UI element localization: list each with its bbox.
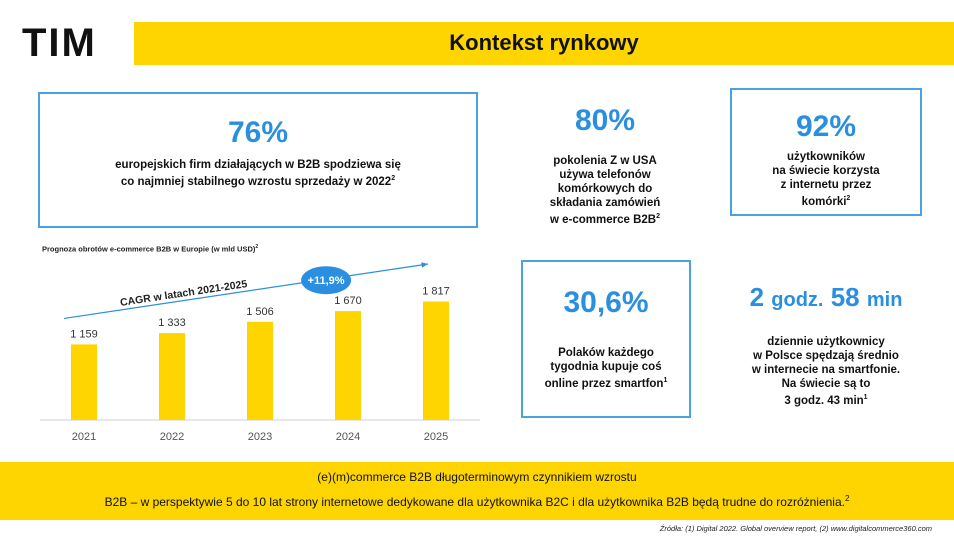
- tick-label-2023: 2023: [248, 431, 272, 443]
- tick-label-2021: 2021: [72, 431, 96, 443]
- header-bar: Kontekst rynkowy: [134, 22, 954, 65]
- stat-desc-line: co najmniej stabilnego wzrostu sprzedaży…: [120, 175, 392, 188]
- footer-bar: (e)(m)commerce B2B długoterminowym czynn…: [0, 462, 954, 520]
- stat-box-76: 76% europejskich firm działających w B2B…: [38, 92, 478, 228]
- stat-description: dziennie użytkownicy w Polsce spędzają ś…: [720, 335, 932, 408]
- stat-80: 80% pokolenia Z w USA używa telefonów ko…: [538, 104, 672, 227]
- time-minutes: 58: [830, 282, 860, 312]
- bar-2025: [423, 301, 449, 420]
- stat-box-92: 92% użytkowników na świecie korzysta z i…: [730, 88, 922, 216]
- stat-desc-line: online przez smartfon: [544, 377, 664, 390]
- stat-desc-line: z internetu przez: [780, 179, 872, 191]
- bar-2021: [71, 344, 97, 420]
- stat-desc-line: użytkowników: [787, 151, 865, 163]
- stat-description: europejskich firm działających w B2B spo…: [40, 158, 476, 189]
- cagr-value: +11,9%: [308, 275, 345, 287]
- stat-value: 30,6%: [563, 286, 649, 319]
- stat-desc-line: pokolenia Z w USA: [553, 155, 657, 167]
- stat-desc-line: w e-commerce B2B: [549, 213, 657, 226]
- cagr-arrow-line: [63, 263, 429, 320]
- stat-desc-line: tygodnia kupuje coś: [550, 361, 662, 373]
- bar-chart: 1 159 2021 1 333 2022 1 506 2023 1 670 2024 1 81…: [40, 262, 480, 443]
- stat-desc-line: na świecie korzysta: [772, 165, 880, 177]
- value-label-2021: 1 159: [70, 328, 98, 340]
- logo-text: TIM: [22, 22, 97, 62]
- stat-desc-line: Polaków każdego: [558, 347, 654, 359]
- footnote-ref: 2: [391, 175, 396, 182]
- tim-logo: TIM: [22, 22, 97, 62]
- stat-desc-line: Na świecie są to: [781, 378, 871, 390]
- stat-desc-line: w Polsce spędzają średnio: [753, 350, 899, 362]
- stat-desc-line: używa telefonów: [559, 169, 651, 181]
- stat-value: 92%: [795, 110, 857, 143]
- bar-2022: [159, 333, 185, 420]
- stat-desc-line: europejskich firm działających w B2B spo…: [115, 159, 401, 171]
- tick-label-2022: 2022: [160, 431, 184, 443]
- stat-description: Polaków każdego tygodnia kupuje coś onli…: [523, 346, 689, 391]
- bar-2023: [247, 321, 273, 420]
- footer-headline: (e)(m)commerce B2B długoterminowym czynn…: [317, 470, 637, 484]
- stat-description: użytkowników na świecie korzysta z inter…: [732, 150, 920, 209]
- time-minutes-unit: min: [866, 289, 903, 311]
- value-label-2022: 1 333: [158, 317, 186, 329]
- tick-label-2025: 2025: [424, 431, 448, 443]
- stat-description: pokolenia Z w USA używa telefonów komórk…: [538, 154, 672, 227]
- stat-desc-line: komórki: [801, 195, 847, 208]
- stat-time: 2 godz. 58 min dziennie użytkownicy w Po…: [720, 282, 932, 407]
- footnote-ref: 1: [863, 394, 868, 401]
- footnote-ref: 2: [656, 213, 660, 220]
- time-hours: 2: [749, 282, 765, 312]
- stat-desc-line: komórkowych do: [557, 183, 653, 195]
- tick-label-2024: 2024: [336, 431, 360, 443]
- cagr-arrow-head: [421, 262, 428, 268]
- chart-title: Prognoza obrotów e-commerce B2B w Europi…: [42, 244, 259, 254]
- footnote-ref: 1: [663, 377, 668, 384]
- stat-value: 2 godz. 58 min: [720, 282, 932, 313]
- value-label-2023: 1 506: [246, 306, 274, 318]
- footnote-ref: 2: [255, 244, 259, 250]
- value-label-2024: 1 670: [334, 295, 362, 307]
- stat-value: 76%: [227, 116, 289, 149]
- footer-text: B2B – w perspektywie 5 do 10 lat strony …: [104, 494, 850, 509]
- stat-box-30-6: 30,6% Polaków każdego tygodnia kupuje co…: [521, 260, 691, 418]
- stat-value: 80%: [574, 104, 636, 137]
- value-label-2025: 1 817: [422, 286, 450, 298]
- source-note: Źródła: (1) Digital 2022. Global overvie…: [659, 524, 932, 533]
- stat-desc-line: dziennie użytkownicy: [767, 336, 885, 348]
- stat-desc-line: składania zamówień: [549, 197, 661, 209]
- time-hours-unit: godz.: [771, 289, 824, 311]
- cagr-badge: [301, 266, 352, 295]
- page-title: Kontekst rynkowy: [449, 30, 639, 55]
- bar-2024: [335, 311, 361, 420]
- footnote-ref: 2: [844, 494, 850, 503]
- stat-desc-line: w internecie na smartfonie.: [751, 364, 901, 376]
- footnote-ref: 2: [846, 195, 851, 202]
- stat-desc-line: 3 godz. 43 min: [784, 394, 864, 407]
